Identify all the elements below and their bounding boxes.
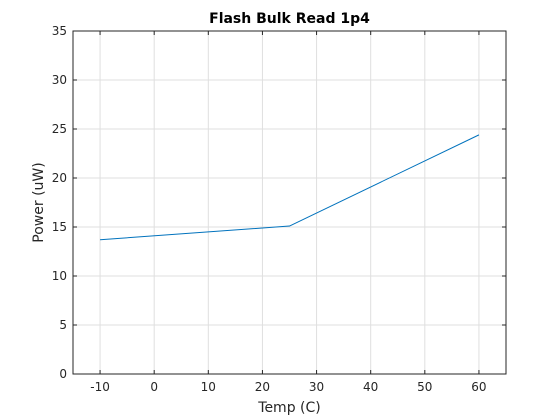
y-tick-label: 15 <box>52 220 67 234</box>
x-tick-label: 40 <box>363 380 378 394</box>
x-tick-label: -10 <box>90 380 110 394</box>
plot-frame <box>72 30 507 375</box>
y-tick-label: 35 <box>52 24 67 38</box>
y-tick-label: 25 <box>52 122 67 136</box>
x-tick-label: 0 <box>150 380 158 394</box>
x-axis: -10 0 10 20 30 40 50 60 <box>90 31 487 394</box>
chart-title: Flash Bulk Read 1p4 <box>209 11 370 27</box>
y-tick-label: 30 <box>52 73 67 87</box>
x-tick-label: 60 <box>471 380 486 394</box>
y-axis-label: Power (uW) <box>31 162 47 242</box>
x-axis-label: Temp (C) <box>257 400 320 416</box>
series-line-0 <box>100 134 480 241</box>
y-tick-label: 5 <box>59 318 67 332</box>
x-tick-label: 20 <box>255 380 270 394</box>
x-tick-label: 30 <box>309 380 324 394</box>
x-tick-label: 10 <box>201 380 216 394</box>
y-tick-label: 20 <box>52 171 67 185</box>
series-layer <box>100 134 480 241</box>
y-tick-label: 0 <box>59 367 67 381</box>
y-tick-label: 10 <box>52 269 67 283</box>
x-tick-label: 50 <box>417 380 432 394</box>
y-axis: 0 5 10 15 20 25 30 35 <box>52 24 506 381</box>
plot-area <box>73 31 506 374</box>
